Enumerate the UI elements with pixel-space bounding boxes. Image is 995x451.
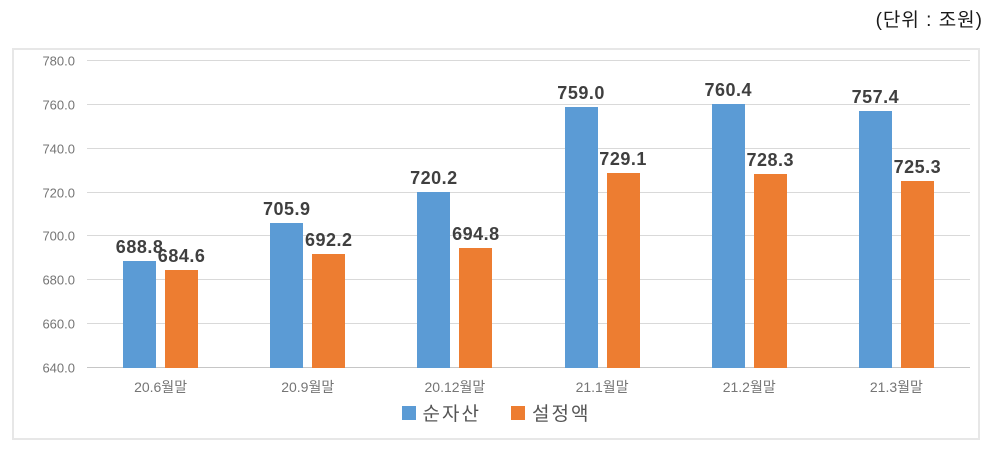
data-label: 688.8 xyxy=(115,237,164,257)
bar-pair: 720.2 694.8 xyxy=(381,61,528,368)
unit-label: (단위 : 조원) xyxy=(875,10,983,31)
bar-설정액: 725.3 xyxy=(894,157,941,368)
x-axis-category-label: 20.9월말 xyxy=(281,379,335,395)
bar-순자산: 688.8 xyxy=(116,237,163,368)
y-axis-tick-label: 760.0 xyxy=(42,97,75,113)
gridline xyxy=(87,279,970,281)
x-axis-category-label: 21.1월말 xyxy=(575,379,629,395)
plot-area: 640.0 660.0 680.0 700.0 720.0 740.0 760.0 780.0… xyxy=(42,54,970,395)
bar-group: 705.9 692.2 20.9월말 xyxy=(234,61,381,395)
data-label: 728.3 xyxy=(746,150,795,170)
legend-label: 순자산 xyxy=(422,404,481,425)
bar-순자산: 759.0 xyxy=(557,83,604,368)
y-axis-tick-label: 660.0 xyxy=(42,316,75,332)
gridline xyxy=(87,191,970,193)
data-label: 692.2 xyxy=(304,230,353,250)
gridline xyxy=(87,60,970,61)
data-label: 694.8 xyxy=(452,224,500,244)
x-axis-category-label: 21.2월말 xyxy=(722,379,776,395)
bar-설정액: 728.3 xyxy=(746,150,794,368)
legend-item-순자산: 순자산 xyxy=(401,399,481,426)
bar-설정액: 694.8 xyxy=(452,224,499,368)
gridline xyxy=(87,147,970,149)
bar-group: 720.2 694.8 20.12월말 xyxy=(381,61,528,395)
bar-설정액: 692.2 xyxy=(305,230,352,368)
y-axis-tick-label: 640.0 xyxy=(42,360,75,376)
data-label: 684.6 xyxy=(157,246,206,266)
data-label: 759.0 xyxy=(557,83,605,103)
data-label: 720.2 xyxy=(410,168,458,188)
bar-group: 757.4 725.3 21.3월말 xyxy=(823,61,970,395)
legend: 순자산 설정액 xyxy=(14,399,978,426)
bar-pair: 688.8 684.6 xyxy=(87,61,234,368)
y-axis-tick-label: 720.0 xyxy=(42,185,75,201)
gridline xyxy=(87,103,970,105)
bar-pair: 705.9 692.2 xyxy=(234,61,381,368)
data-label: 729.1 xyxy=(599,149,647,169)
y-axis-tick-label: 740.0 xyxy=(42,141,75,157)
legend-swatch-icon xyxy=(401,405,416,420)
y-axis-tick-label: 680.0 xyxy=(42,272,75,288)
y-axis-tick-label: 780.0 xyxy=(42,53,75,69)
x-axis-line xyxy=(87,367,970,368)
bar-설정액: 684.6 xyxy=(158,246,205,368)
data-label: 760.4 xyxy=(704,80,753,100)
bar-group: 688.8 684.6 20.6월말 xyxy=(87,61,234,395)
bar-순자산: 705.9 xyxy=(263,199,310,368)
bar-순자산: 760.4 xyxy=(704,80,752,368)
data-label: 725.3 xyxy=(893,157,942,177)
bar-pair: 757.4 725.3 xyxy=(823,61,970,368)
y-axis-tick-label: 700.0 xyxy=(42,228,75,244)
legend-swatch-icon xyxy=(511,405,525,420)
bar-순자산: 757.4 xyxy=(852,87,899,368)
bar-설정액: 729.1 xyxy=(599,149,646,368)
legend-label: 설정액 xyxy=(532,404,591,425)
bar-group: 760.4 728.3 21.2월말 xyxy=(676,61,823,395)
x-axis-category-label: 21.3월말 xyxy=(869,379,923,395)
bar-pair: 759.0 729.1 xyxy=(529,61,676,368)
bar-group: 759.0 729.1 21.1월말 xyxy=(529,61,676,395)
x-axis-category-label: 20.12월말 xyxy=(424,379,486,395)
bar-순자산: 720.2 xyxy=(410,168,457,368)
gridline xyxy=(87,323,970,325)
bar-pair: 760.4 728.3 xyxy=(676,61,823,368)
data-label: 705.9 xyxy=(262,199,311,219)
data-label: 757.4 xyxy=(851,87,900,107)
legend-item-설정액: 설정액 xyxy=(511,399,590,426)
x-axis-category-label: 20.6월말 xyxy=(134,379,188,395)
chart-area: 640.0 660.0 680.0 700.0 720.0 740.0 760.0 780.0… xyxy=(12,48,980,440)
gridline xyxy=(87,235,970,237)
